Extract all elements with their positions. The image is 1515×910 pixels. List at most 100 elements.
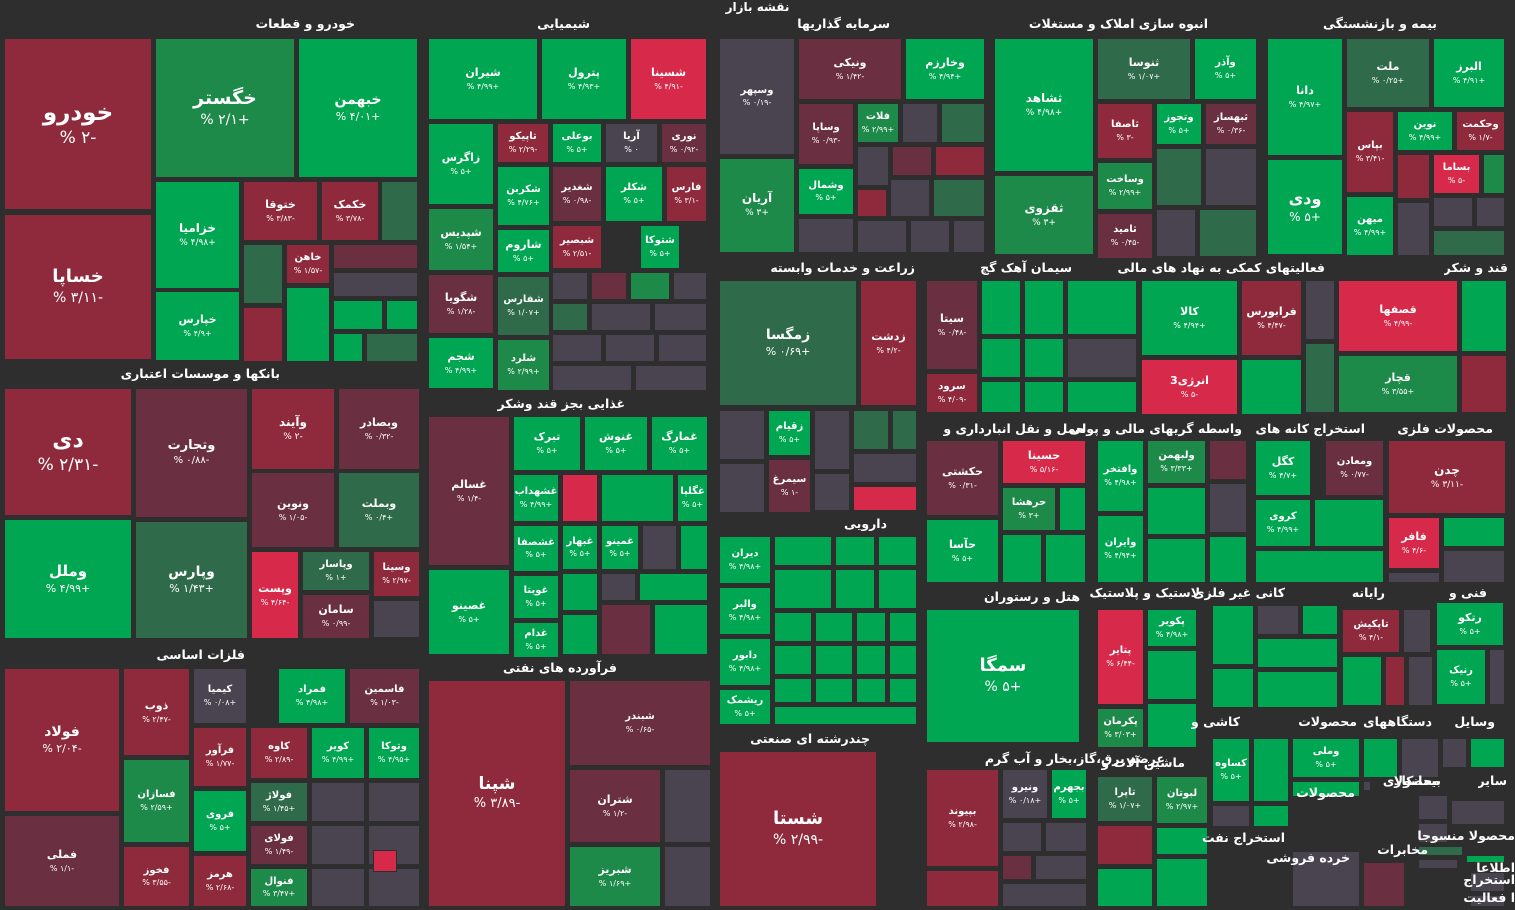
treemap-filler-tile[interactable] [857,189,887,217]
treemap-filler-tile[interactable] [386,300,418,330]
stock-tile[interactable]: سیمرغ -۱ % [768,459,811,513]
stock-tile[interactable]: پکرمان +۳/۰۳ % [1097,708,1144,748]
treemap-filler-tile[interactable] [1024,280,1064,335]
stock-tile[interactable]: زقیام +۵ % [768,410,811,456]
stock-tile[interactable]: وتجارت -۰/۸۸ % [135,388,248,518]
stock-tile[interactable]: ختوقا -۳/۸۳ % [243,181,318,241]
stock-tile[interactable]: بپیوند -۲/۹۸ % [926,769,999,867]
stock-tile[interactable]: شگویا -۱/۲۸ % [428,274,494,334]
stock-tile[interactable]: وحکمت -۱/۷ % [1456,111,1505,151]
treemap-filler-tile[interactable] [1002,883,1087,907]
treemap-filler-tile[interactable] [1147,650,1197,700]
treemap-filler-tile[interactable] [1388,572,1440,583]
treemap-filler-tile[interactable] [774,678,812,703]
treemap-filler-tile[interactable] [1292,781,1360,797]
treemap-filler-tile[interactable] [1241,359,1302,415]
stock-tile[interactable]: وساپا -۰/۹۳ % [798,103,854,165]
stock-tile[interactable]: شیران +۴/۹۹ % [428,38,538,120]
stock-tile[interactable]: غسالم -۱/۴ % [428,416,510,566]
treemap-filler-tile[interactable] [857,220,907,253]
treemap-filler-tile[interactable] [719,463,765,513]
treemap-filler-tile[interactable] [1156,827,1208,855]
treemap-filler-tile[interactable] [552,365,632,391]
treemap-filler-tile[interactable] [562,474,598,522]
treemap-filler-tile[interactable] [1483,154,1505,194]
stock-tile[interactable]: سمگا +۵ % [926,609,1080,743]
treemap-filler-tile[interactable] [1257,605,1299,635]
stock-tile[interactable]: حکشتی -۰/۳۱ % [926,440,999,516]
stock-tile[interactable]: وشمال +۵ % [798,168,854,215]
stock-tile[interactable]: ونیرو +۰/۱۸ % [1002,769,1048,819]
treemap-filler-tile[interactable] [562,573,598,611]
stock-tile[interactable]: شجم +۴/۹۹ % [428,337,494,389]
treemap-filler-tile[interactable] [933,179,985,217]
treemap-filler-tile[interactable] [1314,499,1384,547]
treemap-filler-tile[interactable] [878,536,917,566]
treemap-filler-tile[interactable] [1433,197,1473,227]
stock-tile[interactable]: لبوتان +۲/۹۷ % [1156,776,1208,824]
stock-tile[interactable]: وآذر +۵ % [1194,38,1257,100]
stock-tile[interactable]: پکویر +۴/۹۸ % [1147,609,1197,647]
stock-tile[interactable]: وبصادر -۰/۳۲ % [338,388,420,470]
stock-tile[interactable]: دانا +۴/۹۷ % [1267,38,1343,156]
stock-tile[interactable]: شسینا -۴/۹۱ % [630,38,707,120]
treemap-filler-tile[interactable] [1209,536,1247,583]
stock-tile[interactable]: فملی -۱/۱ % [4,815,120,907]
treemap-filler-tile[interactable] [1305,280,1335,340]
treemap-filler-tile[interactable] [311,782,365,822]
stock-tile[interactable]: شاروم +۵ % [497,229,550,273]
stock-tile[interactable]: بجهرم +۵ % [1051,769,1087,819]
stock-tile[interactable]: پترول +۴/۹۳ % [541,38,627,120]
stock-tile[interactable]: حسینا -۵/۱۶ % [1002,440,1086,484]
treemap-filler-tile[interactable] [680,525,708,570]
treemap-filler-tile[interactable] [1024,338,1064,378]
treemap-filler-tile[interactable] [1363,781,1371,791]
stock-tile[interactable]: ثشاهد +۴/۹۸ % [994,38,1094,172]
treemap-filler-tile[interactable] [1257,671,1338,708]
treemap-filler-tile[interactable] [311,868,365,907]
stock-tile[interactable]: غویتا +۵ % [513,575,559,619]
stock-tile[interactable]: کاوه -۲/۸۹ % [250,727,308,779]
stock-tile[interactable]: فرآور -۱/۷۷ % [193,727,247,787]
stock-tile[interactable]: فروی +۵ % [193,790,247,852]
treemap-filler-tile[interactable] [1212,668,1254,708]
stock-tile[interactable]: ثنوسا +۱/۰۷ % [1097,38,1191,100]
stock-tile[interactable]: غدام +۵ % [513,622,559,658]
stock-tile[interactable]: فولاد -۲/۰۴ % [4,668,120,812]
treemap-filler-tile[interactable] [1401,738,1439,778]
treemap-filler-tile[interactable] [1305,343,1335,413]
treemap-filler-tile[interactable] [1418,823,1448,843]
stock-tile[interactable]: وسینا -۲/۹۷ % [373,551,420,597]
treemap-filler-tile[interactable] [1443,550,1505,583]
treemap-filler-tile[interactable] [926,870,999,907]
treemap-filler-tile[interactable] [856,645,886,675]
stock-tile[interactable]: دی -۲/۳۱ % [4,388,132,516]
stock-tile[interactable]: وملی +۵ % [1292,738,1360,778]
treemap-filler-tile[interactable] [642,525,677,570]
treemap-filler-tile[interactable] [366,333,418,362]
treemap-filler-tile[interactable] [1470,872,1505,892]
treemap-filler-tile[interactable] [601,474,674,522]
treemap-filler-tile[interactable] [889,678,917,703]
stock-tile[interactable]: نوری -۰/۹۲ % [661,123,707,163]
stock-tile[interactable]: ثقزوی +۳ % [994,175,1094,255]
treemap-filler-tile[interactable] [1156,209,1196,257]
stock-tile[interactable]: ثاصفا -۳ % [1097,103,1153,159]
treemap-filler-tile[interactable] [1385,656,1405,706]
treemap-filler-tile[interactable] [1397,154,1430,199]
treemap-filler-tile[interactable] [902,103,938,143]
treemap-filler-tile[interactable] [381,181,418,241]
treemap-filler-tile[interactable] [815,645,853,675]
treemap-filler-tile[interactable] [1342,656,1382,706]
treemap-filler-tile[interactable] [591,272,627,300]
treemap-filler-tile[interactable] [1466,855,1505,863]
stock-tile[interactable]: شبریز +۱/۶۹ % [569,846,661,907]
stock-tile[interactable]: ثبهساز -۰/۳۶ % [1205,103,1257,145]
treemap-filler-tile[interactable] [1209,483,1247,533]
treemap-filler-tile[interactable] [1212,605,1254,665]
treemap-filler-tile[interactable] [1035,855,1087,880]
treemap-filler-tile[interactable] [333,333,363,362]
treemap-filler-tile[interactable] [1156,148,1202,206]
stock-tile[interactable]: دابور +۴/۹۸ % [719,638,771,686]
treemap-filler-tile[interactable] [1418,795,1448,820]
